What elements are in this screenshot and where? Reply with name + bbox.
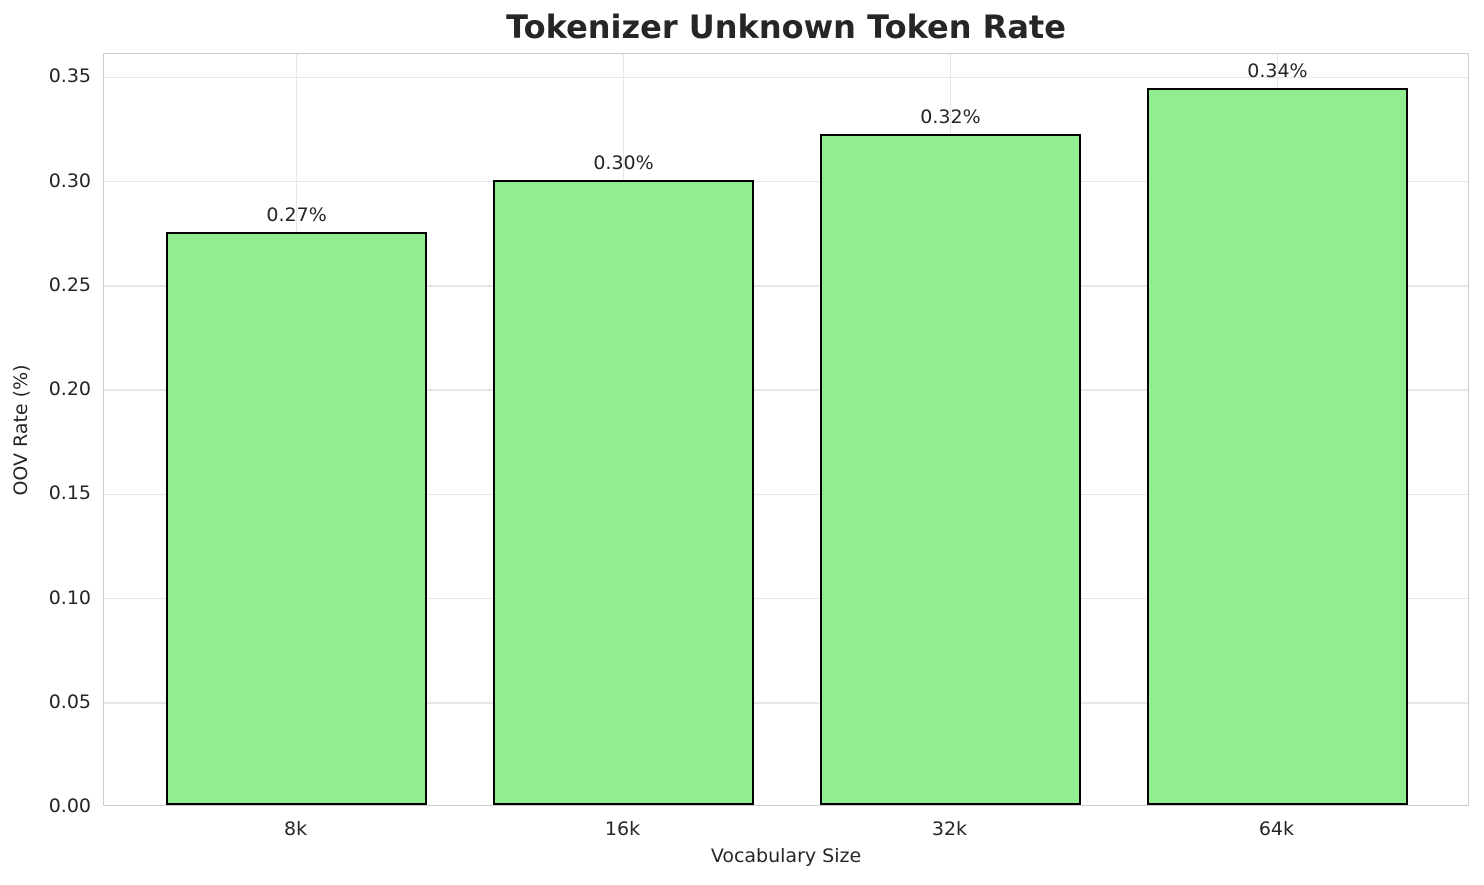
- chart-title: Tokenizer Unknown Token Rate: [506, 8, 1066, 46]
- x-tick-label-8k: 8k: [284, 818, 308, 840]
- y-gridline-0.05: [104, 702, 1468, 704]
- y-tick-label-0.00: 0.00: [48, 795, 91, 817]
- bar-value-label-16k: 0.30%: [593, 151, 654, 174]
- y-gridline-0.20: [104, 389, 1468, 391]
- bar-64k: [1146, 87, 1409, 805]
- bar-32k: [819, 133, 1082, 805]
- y-gridline-0.15: [104, 493, 1468, 496]
- plot-area: 0.27% 0.30% 0.32% 0.34%: [103, 53, 1469, 806]
- x-tick-label-32k: 32k: [931, 818, 968, 840]
- bar-value-label-8k: 0.27%: [266, 203, 327, 226]
- y-gridline-0.30: [104, 180, 1468, 183]
- bar-value-label-64k: 0.34%: [1247, 59, 1308, 82]
- bar-16k: [492, 179, 755, 805]
- y-tick-label-0.10: 0.10: [48, 586, 91, 609]
- y-tick-label-0.05: 0.05: [48, 690, 91, 713]
- y-gridline-0.25: [104, 285, 1468, 287]
- x-tick-label-16k: 16k: [604, 818, 641, 840]
- y-tick-label-0.15: 0.15: [48, 482, 91, 505]
- y-axis-label: OOV Rate (%): [10, 364, 32, 496]
- bar-value-label-32k: 0.32%: [920, 105, 981, 128]
- x-tick-label-64k: 64k: [1258, 818, 1295, 840]
- y-gridline-0.35: [104, 76, 1468, 79]
- y-tick-label-0.20: 0.20: [48, 378, 91, 401]
- y-tick-label-0.30: 0.30: [48, 169, 91, 192]
- y-gridline-0.10: [104, 597, 1468, 600]
- y-tick-label-0.25: 0.25: [48, 273, 91, 296]
- y-tick-label-0.35: 0.35: [48, 65, 91, 88]
- bar-8k: [165, 231, 428, 805]
- x-axis-label: Vocabulary Size: [710, 845, 862, 867]
